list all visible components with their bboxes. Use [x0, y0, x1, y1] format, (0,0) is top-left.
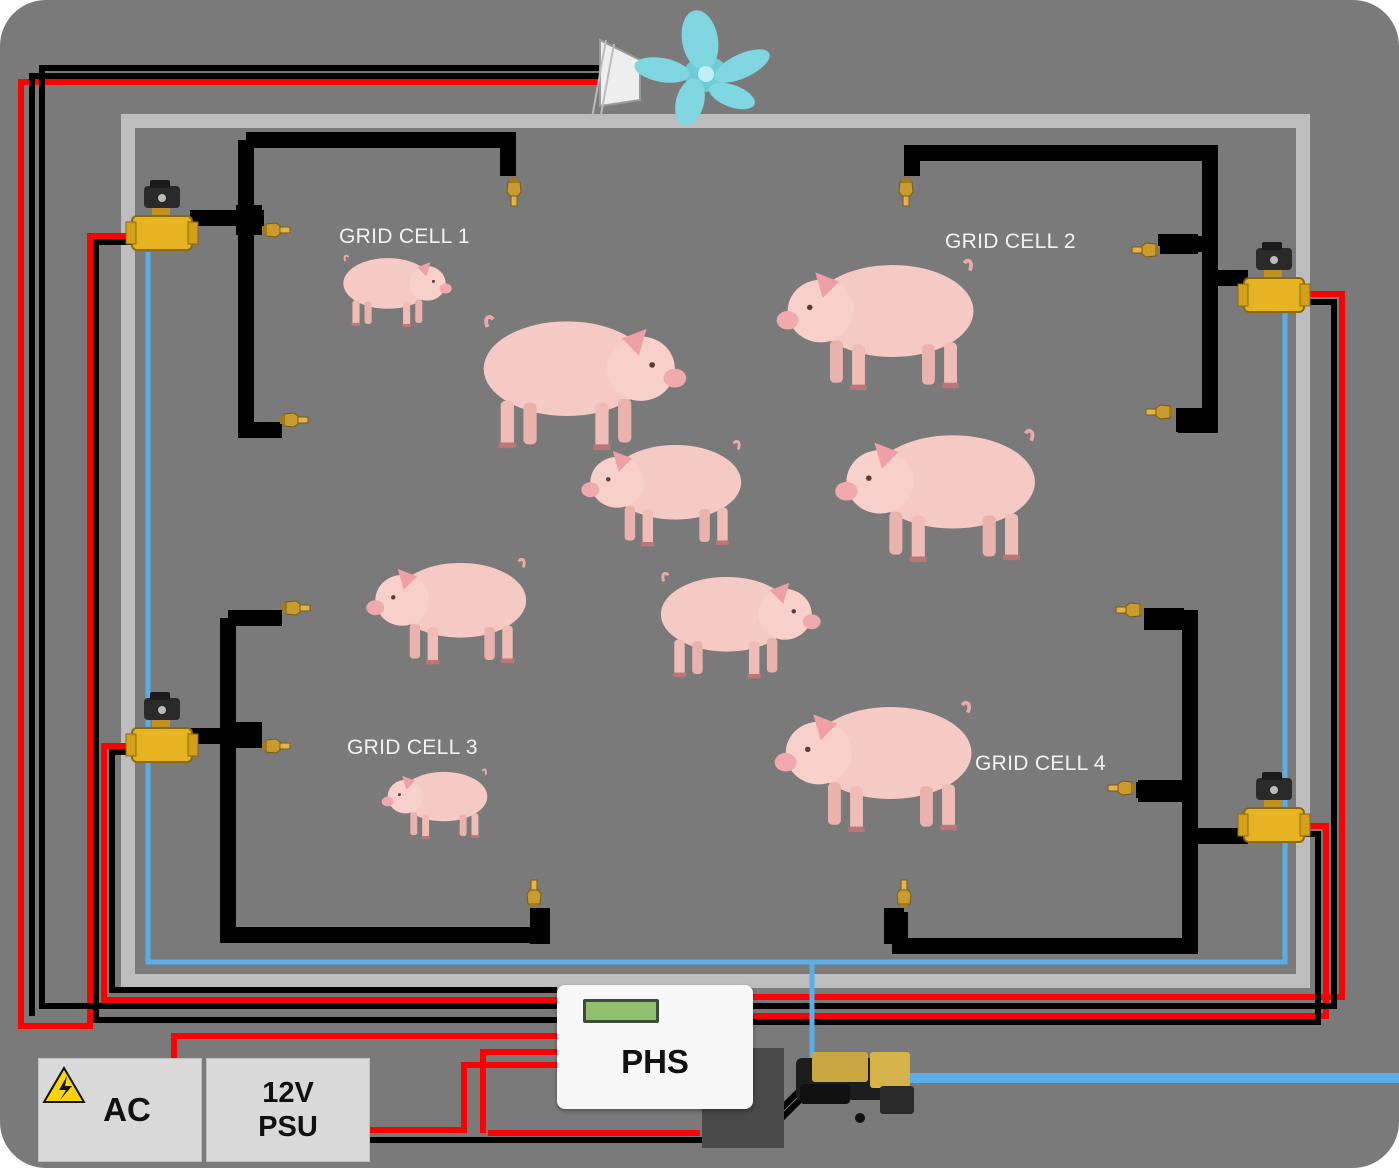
positive-wires — [18, 79, 1345, 1136]
negative-wires — [29, 65, 1337, 1143]
ac-power-box: AC — [38, 1058, 202, 1162]
water-lines — [145, 252, 1399, 1083]
phs-label: PHS — [621, 1043, 689, 1080]
phs-controller: PHS — [557, 985, 753, 1109]
grid-cell-3-label: GRID CELL 3 — [347, 736, 478, 759]
lcd-display — [583, 999, 659, 1023]
ceiling-fan-icon — [591, 10, 770, 126]
grid-cell-1-label: GRID CELL 1 — [339, 225, 470, 248]
pen-enclosure — [121, 114, 1310, 988]
psu-label-line2: PSU — [258, 1111, 318, 1143]
psu-label-line1: 12V — [262, 1077, 314, 1109]
grid-cell-2-label: GRID CELL 2 — [945, 230, 1076, 253]
psu-box: 12V PSU — [206, 1058, 370, 1162]
ac-label: AC — [103, 1091, 151, 1128]
grid-cell-4-label: GRID CELL 4 — [975, 752, 1106, 775]
high-voltage-warning-icon — [42, 1066, 86, 1103]
